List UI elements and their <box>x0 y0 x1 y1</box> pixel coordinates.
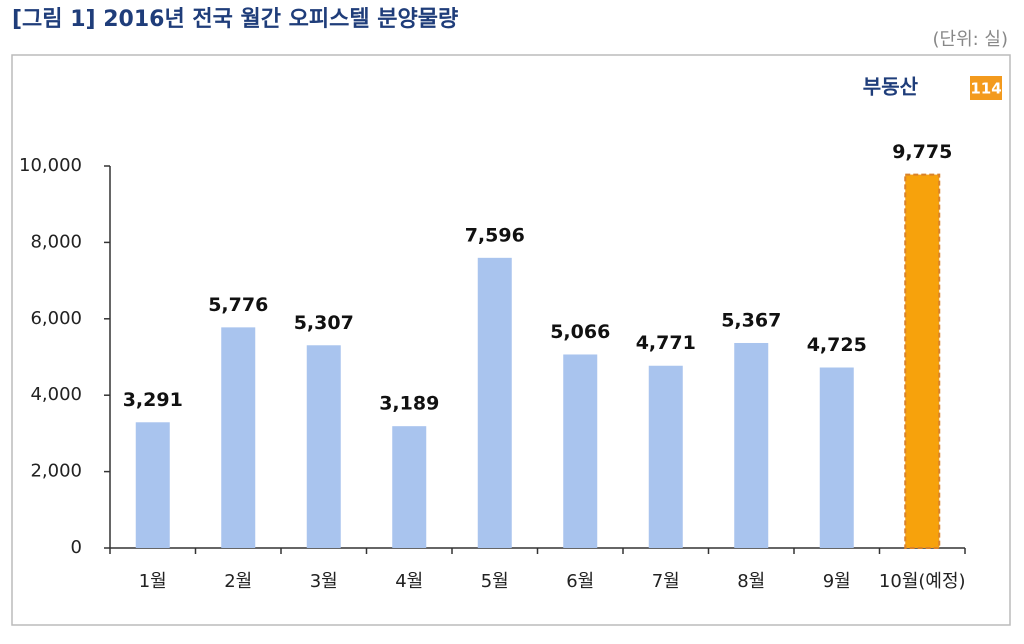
value-label: 3,291 <box>123 389 183 411</box>
x-tick-label: 6월 <box>566 571 594 592</box>
value-label: 7,596 <box>465 224 525 246</box>
x-tick-label: 4월 <box>395 571 423 592</box>
x-tick-label: 8월 <box>737 571 765 592</box>
value-label: 9,775 <box>892 141 952 163</box>
bar <box>135 422 170 548</box>
bar <box>819 367 854 548</box>
chart-frame <box>11 54 1011 626</box>
bar <box>563 354 598 548</box>
unit-label: (단위: 실) <box>932 29 1008 50</box>
value-label: 5,367 <box>721 309 781 331</box>
y-tick-label: 6,000 <box>30 308 82 329</box>
y-tick-label: 2,000 <box>30 461 82 482</box>
logo-text: 부동산 <box>863 75 919 99</box>
bar <box>477 257 512 548</box>
value-label: 5,776 <box>208 294 268 316</box>
value-label: 4,725 <box>807 334 867 356</box>
y-tick-label: 4,000 <box>30 384 82 405</box>
x-tick-label: 10월(예정) <box>879 571 966 592</box>
value-label: 3,189 <box>379 393 439 415</box>
y-tick-label: 10,000 <box>19 155 82 176</box>
bar <box>734 342 769 548</box>
x-tick-label: 2월 <box>224 571 252 592</box>
value-label: 5,307 <box>294 312 354 334</box>
bar <box>648 365 683 548</box>
bar <box>392 426 427 548</box>
chart-title: [그림 1] 2016년 전국 월간 오피스텔 분양물량 <box>12 7 458 32</box>
x-tick-label: 5월 <box>481 571 509 592</box>
x-tick-label: 1월 <box>139 571 167 592</box>
logo-badge-text: 114 <box>970 80 1001 98</box>
y-tick-label: 8,000 <box>30 231 82 252</box>
x-tick-label: 7월 <box>652 571 680 592</box>
bar <box>306 345 341 548</box>
x-tick-label: 3월 <box>310 571 338 592</box>
x-tick-label: 9월 <box>823 571 851 592</box>
y-tick-label: 0 <box>71 537 82 558</box>
logo-badge <box>970 76 1002 100</box>
bar <box>221 327 256 548</box>
bar <box>904 173 941 549</box>
value-label: 5,066 <box>550 321 610 343</box>
value-label: 4,771 <box>636 332 696 354</box>
